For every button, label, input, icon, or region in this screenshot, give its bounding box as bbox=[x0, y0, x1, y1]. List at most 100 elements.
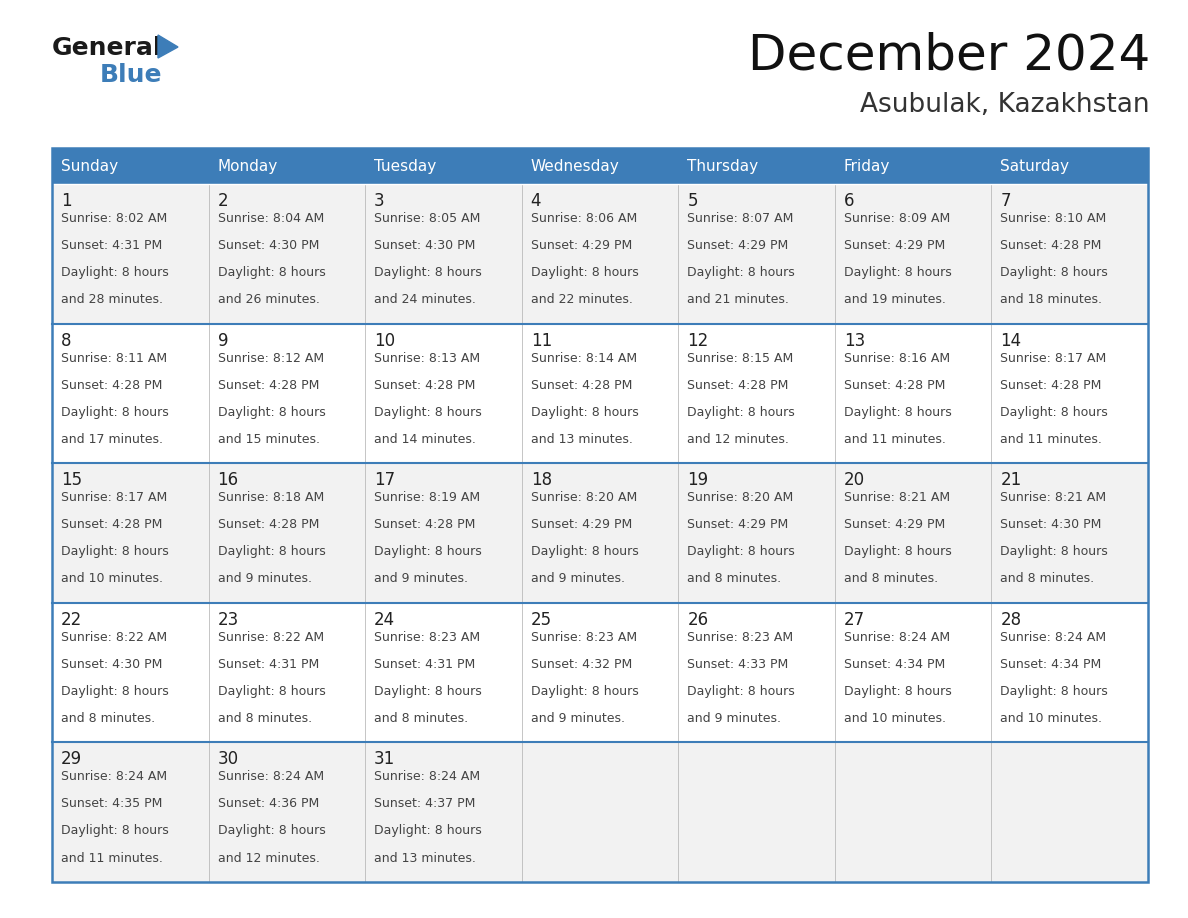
Text: Sunrise: 8:23 AM: Sunrise: 8:23 AM bbox=[688, 631, 794, 644]
Bar bbox=[365, 464, 522, 603]
Bar bbox=[209, 743, 365, 882]
Text: Daylight: 8 hours: Daylight: 8 hours bbox=[61, 266, 169, 279]
Text: and 9 minutes.: and 9 minutes. bbox=[374, 572, 468, 586]
Bar bbox=[522, 148, 678, 184]
Text: Sunset: 4:28 PM: Sunset: 4:28 PM bbox=[61, 519, 163, 532]
Text: Saturday: Saturday bbox=[1000, 159, 1069, 174]
Bar bbox=[835, 743, 992, 882]
Text: Daylight: 8 hours: Daylight: 8 hours bbox=[217, 266, 326, 279]
Text: Daylight: 8 hours: Daylight: 8 hours bbox=[374, 685, 482, 698]
Text: 2: 2 bbox=[217, 192, 228, 210]
Text: and 10 minutes.: and 10 minutes. bbox=[1000, 712, 1102, 725]
Text: Sunset: 4:28 PM: Sunset: 4:28 PM bbox=[61, 378, 163, 392]
Text: 30: 30 bbox=[217, 750, 239, 768]
Bar bbox=[522, 743, 678, 882]
Text: Sunset: 4:35 PM: Sunset: 4:35 PM bbox=[61, 798, 163, 811]
Text: Sunset: 4:36 PM: Sunset: 4:36 PM bbox=[217, 798, 318, 811]
Text: and 9 minutes.: and 9 minutes. bbox=[217, 572, 311, 586]
Text: and 9 minutes.: and 9 minutes. bbox=[531, 572, 625, 586]
Bar bbox=[522, 184, 678, 324]
Text: Sunrise: 8:24 AM: Sunrise: 8:24 AM bbox=[374, 770, 480, 783]
Text: Sunrise: 8:13 AM: Sunrise: 8:13 AM bbox=[374, 352, 480, 364]
Bar bbox=[992, 324, 1148, 464]
Text: Tuesday: Tuesday bbox=[374, 159, 436, 174]
Text: 17: 17 bbox=[374, 471, 396, 489]
Text: Daylight: 8 hours: Daylight: 8 hours bbox=[374, 824, 482, 837]
Text: Daylight: 8 hours: Daylight: 8 hours bbox=[61, 545, 169, 558]
Text: and 8 minutes.: and 8 minutes. bbox=[1000, 572, 1094, 586]
Text: Sunrise: 8:06 AM: Sunrise: 8:06 AM bbox=[531, 212, 637, 225]
Bar bbox=[209, 184, 365, 324]
Text: Sunrise: 8:10 AM: Sunrise: 8:10 AM bbox=[1000, 212, 1107, 225]
Text: Daylight: 8 hours: Daylight: 8 hours bbox=[531, 685, 638, 698]
Text: Sunrise: 8:23 AM: Sunrise: 8:23 AM bbox=[374, 631, 480, 644]
Bar bbox=[992, 464, 1148, 603]
Text: Sunrise: 8:02 AM: Sunrise: 8:02 AM bbox=[61, 212, 168, 225]
Text: 27: 27 bbox=[843, 610, 865, 629]
Text: Sunset: 4:29 PM: Sunset: 4:29 PM bbox=[843, 239, 946, 252]
Text: Thursday: Thursday bbox=[688, 159, 758, 174]
Text: Sunset: 4:30 PM: Sunset: 4:30 PM bbox=[1000, 519, 1101, 532]
Text: 7: 7 bbox=[1000, 192, 1011, 210]
Text: and 21 minutes.: and 21 minutes. bbox=[688, 293, 789, 306]
Text: 4: 4 bbox=[531, 192, 542, 210]
Text: Daylight: 8 hours: Daylight: 8 hours bbox=[843, 406, 952, 419]
Text: and 22 minutes.: and 22 minutes. bbox=[531, 293, 632, 306]
Text: and 13 minutes.: and 13 minutes. bbox=[531, 432, 632, 446]
Text: 28: 28 bbox=[1000, 610, 1022, 629]
Text: Sunrise: 8:21 AM: Sunrise: 8:21 AM bbox=[1000, 491, 1106, 504]
Text: Daylight: 8 hours: Daylight: 8 hours bbox=[217, 685, 326, 698]
Text: Daylight: 8 hours: Daylight: 8 hours bbox=[61, 685, 169, 698]
Text: Sunset: 4:28 PM: Sunset: 4:28 PM bbox=[1000, 378, 1101, 392]
Text: 10: 10 bbox=[374, 331, 396, 350]
Text: Asubulak, Kazakhstan: Asubulak, Kazakhstan bbox=[860, 92, 1150, 118]
Text: 23: 23 bbox=[217, 610, 239, 629]
Text: Daylight: 8 hours: Daylight: 8 hours bbox=[1000, 406, 1108, 419]
Text: Sunset: 4:28 PM: Sunset: 4:28 PM bbox=[217, 519, 318, 532]
Text: Daylight: 8 hours: Daylight: 8 hours bbox=[1000, 685, 1108, 698]
Bar bbox=[365, 184, 522, 324]
Text: 25: 25 bbox=[531, 610, 552, 629]
Bar bbox=[678, 184, 835, 324]
Text: Sunset: 4:29 PM: Sunset: 4:29 PM bbox=[843, 519, 946, 532]
Bar bbox=[678, 148, 835, 184]
Bar bbox=[522, 603, 678, 743]
Text: and 24 minutes.: and 24 minutes. bbox=[374, 293, 476, 306]
Text: 26: 26 bbox=[688, 610, 708, 629]
Text: 9: 9 bbox=[217, 331, 228, 350]
Bar bbox=[52, 148, 209, 184]
Text: 8: 8 bbox=[61, 331, 71, 350]
Bar bbox=[52, 324, 209, 464]
Text: Sunset: 4:31 PM: Sunset: 4:31 PM bbox=[61, 239, 163, 252]
Text: 18: 18 bbox=[531, 471, 552, 489]
Text: Sunset: 4:34 PM: Sunset: 4:34 PM bbox=[843, 658, 946, 671]
Bar bbox=[522, 464, 678, 603]
Text: 13: 13 bbox=[843, 331, 865, 350]
Text: and 8 minutes.: and 8 minutes. bbox=[688, 572, 782, 586]
Bar bbox=[365, 148, 522, 184]
Text: Sunrise: 8:11 AM: Sunrise: 8:11 AM bbox=[61, 352, 168, 364]
Text: Daylight: 8 hours: Daylight: 8 hours bbox=[374, 545, 482, 558]
Text: Sunrise: 8:24 AM: Sunrise: 8:24 AM bbox=[843, 631, 950, 644]
Text: 16: 16 bbox=[217, 471, 239, 489]
Text: and 10 minutes.: and 10 minutes. bbox=[843, 712, 946, 725]
Bar bbox=[52, 464, 209, 603]
Text: Daylight: 8 hours: Daylight: 8 hours bbox=[1000, 545, 1108, 558]
Text: Sunrise: 8:05 AM: Sunrise: 8:05 AM bbox=[374, 212, 480, 225]
Text: and 11 minutes.: and 11 minutes. bbox=[61, 852, 163, 865]
Text: 15: 15 bbox=[61, 471, 82, 489]
Text: Sunset: 4:30 PM: Sunset: 4:30 PM bbox=[374, 239, 475, 252]
Text: and 8 minutes.: and 8 minutes. bbox=[61, 712, 156, 725]
Text: Sunset: 4:33 PM: Sunset: 4:33 PM bbox=[688, 658, 789, 671]
Text: Sunrise: 8:14 AM: Sunrise: 8:14 AM bbox=[531, 352, 637, 364]
Text: 29: 29 bbox=[61, 750, 82, 768]
Text: and 15 minutes.: and 15 minutes. bbox=[217, 432, 320, 446]
Text: Daylight: 8 hours: Daylight: 8 hours bbox=[843, 266, 952, 279]
Text: Daylight: 8 hours: Daylight: 8 hours bbox=[843, 685, 952, 698]
Bar bbox=[209, 148, 365, 184]
Text: Sunset: 4:28 PM: Sunset: 4:28 PM bbox=[374, 519, 475, 532]
Text: Sunset: 4:30 PM: Sunset: 4:30 PM bbox=[217, 239, 318, 252]
Text: Sunrise: 8:20 AM: Sunrise: 8:20 AM bbox=[688, 491, 794, 504]
Text: Sunset: 4:32 PM: Sunset: 4:32 PM bbox=[531, 658, 632, 671]
Text: Sunrise: 8:24 AM: Sunrise: 8:24 AM bbox=[217, 770, 323, 783]
